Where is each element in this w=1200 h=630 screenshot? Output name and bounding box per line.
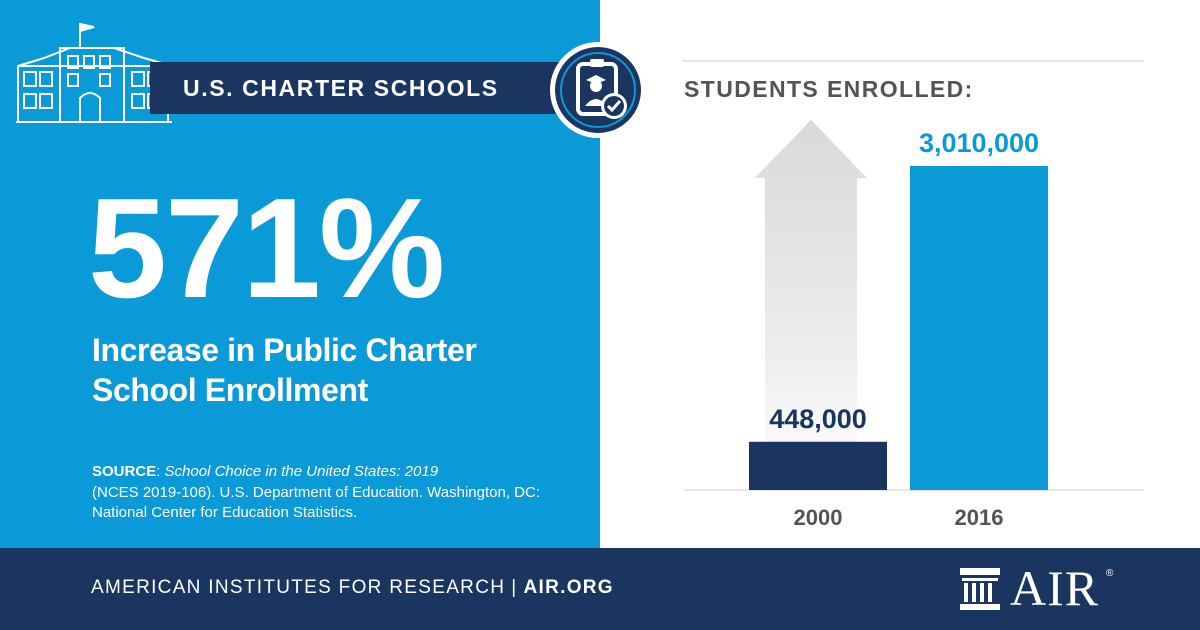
data-label-2016: 3,010,000 — [919, 128, 1039, 158]
source-title: School Choice in the United States: 2019 — [164, 463, 439, 480]
footer-separator: | — [511, 577, 518, 598]
tick-label-2000: 2000 — [794, 505, 843, 530]
source-label: SOURCE — [92, 463, 157, 480]
air-logo-text: AIR — [1010, 560, 1100, 616]
source-citation: SOURCE: School Choice in the United Stat… — [92, 463, 540, 522]
headline-percent: 571% — [88, 169, 445, 328]
page-title: U.S. CHARTER SCHOOLS — [183, 75, 499, 101]
bar-2000 — [749, 441, 887, 490]
footer-text: AMERICAN INSTITUTES FOR RESEARCH | AIR.ORG — [91, 577, 614, 599]
tick-label-2016: 2016 — [955, 505, 1004, 530]
enrollment-bar-chart: 448,000 2000 3,010,000 2016 — [684, 120, 1144, 530]
data-label-2000: 448,000 — [769, 404, 867, 434]
air-columns-logo-icon — [960, 568, 1000, 610]
title-band: U.S. CHARTER SCHOOLS — [150, 62, 570, 114]
source-details: (NCES 2019-106). U.S. Department of Educ… — [92, 483, 540, 522]
footer-bar: AMERICAN INSTITUTES FOR RESEARCH | AIR.ORG… — [0, 548, 1200, 630]
registered-mark: ® — [1106, 568, 1114, 579]
bar-2016 — [910, 166, 1048, 490]
footer-org: AMERICAN INSTITUTES FOR RESEARCH — [91, 577, 506, 598]
graduate-check-icon — [550, 42, 646, 138]
growth-arrow — [755, 120, 867, 490]
chart-top-rule — [682, 60, 1144, 62]
footer-site-link[interactable]: AIR.ORG — [523, 577, 614, 598]
headline-subhead: Increase in Public Charter School Enroll… — [92, 332, 477, 408]
chart-title: STUDENTS ENROLLED: — [684, 76, 974, 102]
left-panel: U.S. CHARTER SCHOOLS 571% Increase in Pu… — [0, 0, 600, 548]
